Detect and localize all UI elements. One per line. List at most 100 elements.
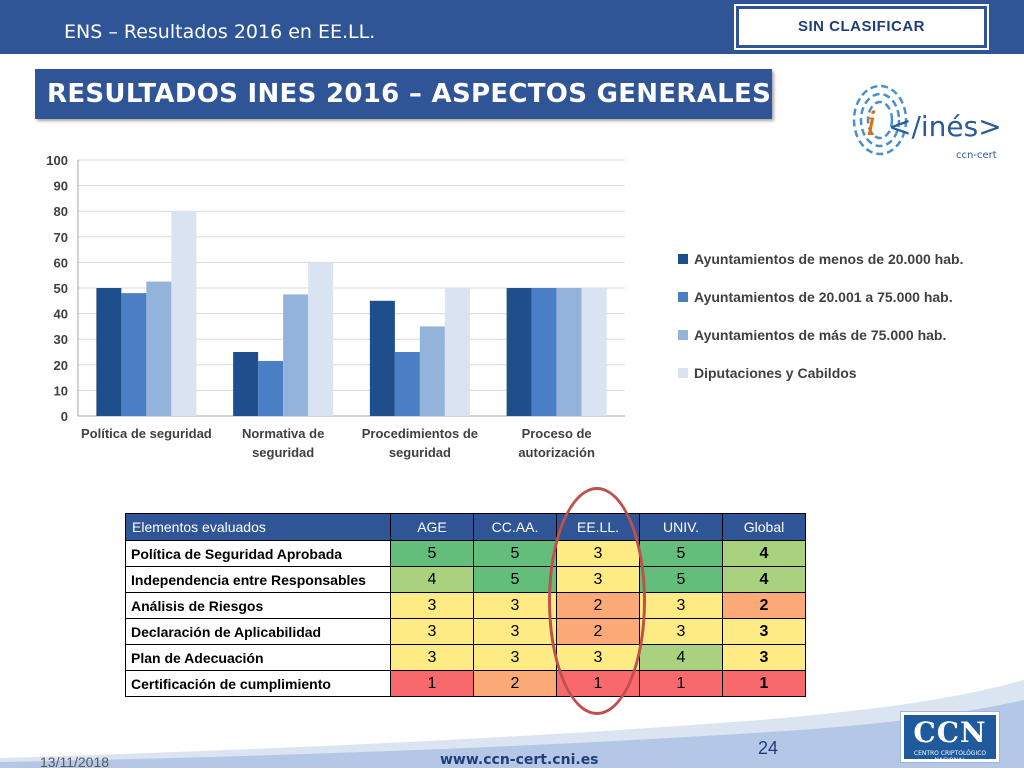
legend-swatch	[678, 330, 688, 340]
ccn-logo-subtext: CENTRO CRIPTOLÓGICO NACIONAL	[913, 750, 987, 764]
legend-label: Ayuntamientos de más de 75.000 hab.	[694, 327, 947, 343]
y-tick-label: 0	[61, 409, 68, 424]
x-tick-label: Normativa de	[242, 426, 324, 441]
table-header-cell: CC.AA.	[473, 513, 557, 541]
table-cell: 1	[639, 670, 723, 697]
row-label: Independencia entre Responsables	[125, 566, 391, 593]
table-header-cell: Elementos evaluados	[125, 513, 391, 541]
table-cell: 3	[639, 592, 723, 619]
table-cell: 1	[722, 670, 806, 697]
table-header-row: Elementos evaluados AGE CC.AA. EE.LL. UNIV. G…	[125, 513, 806, 541]
bar	[444, 288, 470, 416]
logo-subtext: ccn-cert	[956, 150, 997, 161]
table-cell: 5	[390, 540, 474, 567]
classification-badge: SIN CLASIFICAR	[734, 4, 989, 50]
bar	[394, 352, 420, 416]
bar	[96, 288, 122, 416]
legend-item: Ayuntamientos de menos de 20.000 hab.	[678, 240, 963, 278]
bar-chart: 0 10 20 30 40 50 60 70 80 90 100 Política de seguri…	[46, 153, 625, 460]
y-tick-label: 20	[54, 358, 68, 373]
table-cell: 3	[722, 644, 806, 671]
chart-legend: Ayuntamientos de menos de 20.000 hab. Ayu…	[678, 240, 963, 392]
y-tick-label: 50	[54, 281, 68, 296]
y-tick-label: 10	[54, 383, 68, 398]
y-tick-label: 30	[54, 332, 68, 347]
legend-swatch	[678, 254, 688, 264]
table-body: Política de Seguridad Aprobada 5 5 3 5 4 Indep…	[125, 540, 806, 697]
x-tick-label: Procedimientos de	[362, 426, 478, 441]
bar	[308, 262, 334, 416]
bar	[506, 288, 532, 416]
bar	[531, 288, 557, 416]
svg-text:i: i	[866, 104, 877, 144]
table-cell: 4	[722, 566, 806, 593]
header-title: ENS – Resultados 2016 en EE.LL.	[64, 21, 376, 43]
table-row: Certificación de cumplimiento 1 2 1 1 1	[125, 670, 806, 697]
table-cell: 3	[473, 592, 557, 619]
legend-swatch	[678, 292, 688, 302]
table-header-cell: Global	[722, 513, 806, 541]
row-label: Certificación de cumplimiento	[125, 670, 391, 697]
legend-swatch	[678, 368, 688, 378]
bar	[146, 281, 172, 416]
table-cell: 5	[473, 540, 557, 567]
legend-label: Ayuntamientos de menos de 20.000 hab.	[694, 251, 964, 267]
table-cell: 4	[722, 540, 806, 567]
footer-url[interactable]: www.ccn-cert.cni.es	[440, 752, 599, 768]
table-cell: 3	[390, 592, 474, 619]
ines-logo: i </inés> ccn-cert	[848, 80, 1002, 170]
x-tick-label: autorización	[518, 445, 595, 460]
table-row: Análisis de Riesgos 3 3 2 3 2	[125, 592, 806, 619]
table-cell: 3	[390, 618, 474, 645]
table-cell: 3	[473, 618, 557, 645]
row-label: Análisis de Riesgos	[125, 592, 391, 619]
x-tick-label: seguridad	[389, 445, 451, 460]
legend-label: Diputaciones y Cabildos	[694, 365, 857, 381]
table-cell: 3	[473, 644, 557, 671]
fingerprint-icon: i	[852, 84, 908, 156]
table-header-cell: EE.LL.	[556, 513, 640, 541]
table-header-cell: AGE	[390, 513, 474, 541]
y-tick-label: 80	[54, 204, 68, 219]
table-row: Declaración de Aplicabilidad 3 3 2 3 3	[125, 618, 806, 645]
bar	[121, 293, 147, 416]
table-header-cell: UNIV.	[639, 513, 723, 541]
legend-item: Ayuntamientos de 20.001 a 75.000 hab.	[678, 278, 963, 316]
y-tick-label: 40	[54, 307, 68, 322]
bar	[556, 288, 582, 416]
x-tick-label: Proceso de	[522, 426, 592, 441]
slide-title: RESULTADOS INES 2016 – ASPECTOS GENERALE…	[47, 79, 772, 109]
table-cell: 3	[556, 566, 640, 593]
y-tick-label: 60	[54, 255, 68, 270]
row-label: Política de Seguridad Aprobada	[125, 540, 391, 567]
table-cell: 3	[390, 644, 474, 671]
table-cell: 3	[556, 644, 640, 671]
bar	[233, 352, 259, 416]
header-bar: ENS – Resultados 2016 en EE.LL. SIN CLAS…	[0, 0, 1024, 54]
table-cell: 3	[722, 618, 806, 645]
bar	[258, 360, 284, 416]
classification-label: SIN CLASIFICAR	[739, 9, 984, 45]
table-row: Política de Seguridad Aprobada 5 5 3 5 4	[125, 540, 806, 567]
bar	[369, 300, 395, 416]
x-tick-label: Política de seguridad	[81, 426, 212, 441]
results-table: Elementos evaluados AGE CC.AA. EE.LL. UNIV. G…	[125, 513, 806, 697]
page-number: 24	[758, 738, 779, 758]
bar	[581, 288, 607, 416]
bar	[171, 211, 197, 416]
table-cell: 2	[556, 592, 640, 619]
table-row: Independencia entre Responsables 4 5 3 5 4	[125, 566, 806, 593]
y-tick-label: 90	[54, 179, 68, 194]
footer-wave	[0, 680, 1024, 768]
row-label: Plan de Adecuación	[125, 644, 391, 671]
table-cell: 3	[639, 618, 723, 645]
footer-date: 13/11/2018	[40, 754, 110, 770]
y-tick-label: 70	[54, 230, 68, 245]
ccn-logo-text: CCN	[913, 716, 987, 749]
table-cell: 5	[473, 566, 557, 593]
table-cell: 4	[639, 644, 723, 671]
legend-item: Diputaciones y Cabildos	[678, 354, 963, 392]
table-cell: 2	[722, 592, 806, 619]
ccn-logo: CCN CENTRO CRIPTOLÓGICO NACIONAL	[901, 712, 999, 764]
table-cell: 5	[639, 540, 723, 567]
